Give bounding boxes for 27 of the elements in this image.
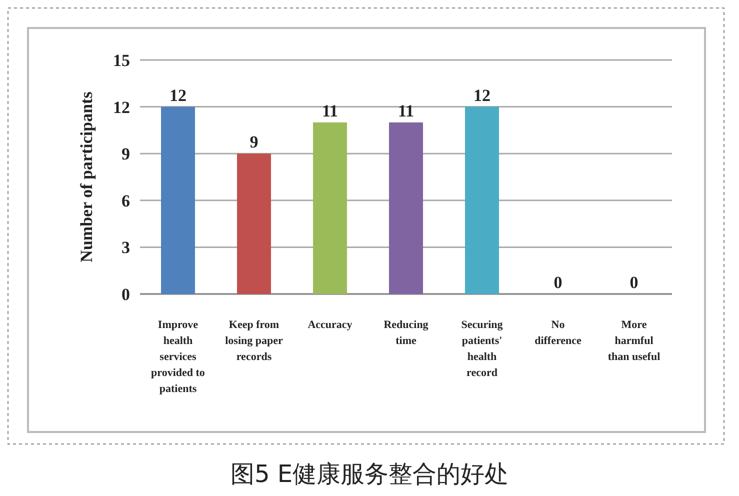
y-axis-title: Number of participants [77,91,96,262]
data-label: 11 [398,101,414,120]
x-tick-label: Reducing time [384,319,429,347]
bar [313,122,347,294]
x-tick-label: More harmful than useful [608,319,660,363]
bar [389,122,423,294]
text: 图5 E健康服务整合的好处 [230,460,509,488]
x-tick-label: Accuracy [308,319,353,331]
data-label: 11 [322,101,338,120]
bar [465,106,499,294]
bar [237,154,271,294]
x-tick-label: No difference [534,319,582,347]
y-tick-label: 9 [122,144,130,164]
x-tick-label: Securing patients' health record [461,319,504,379]
y-tick-label: 15 [113,51,130,70]
y-tick-label: 12 [113,98,130,117]
data-label: 9 [250,132,258,152]
x-tick-label: Improve health services provided to patients [151,319,206,395]
y-tick-label: 3 [122,238,130,258]
data-label: 0 [554,273,562,292]
y-tick-label: 6 [122,191,130,210]
bar [161,106,195,294]
data-label: 0 [630,273,638,292]
y-tick-label: 0 [122,285,130,304]
data-label: 12 [170,86,186,105]
x-tick-label: Keep from losing paper records [225,319,283,363]
data-label: 12 [474,86,490,105]
